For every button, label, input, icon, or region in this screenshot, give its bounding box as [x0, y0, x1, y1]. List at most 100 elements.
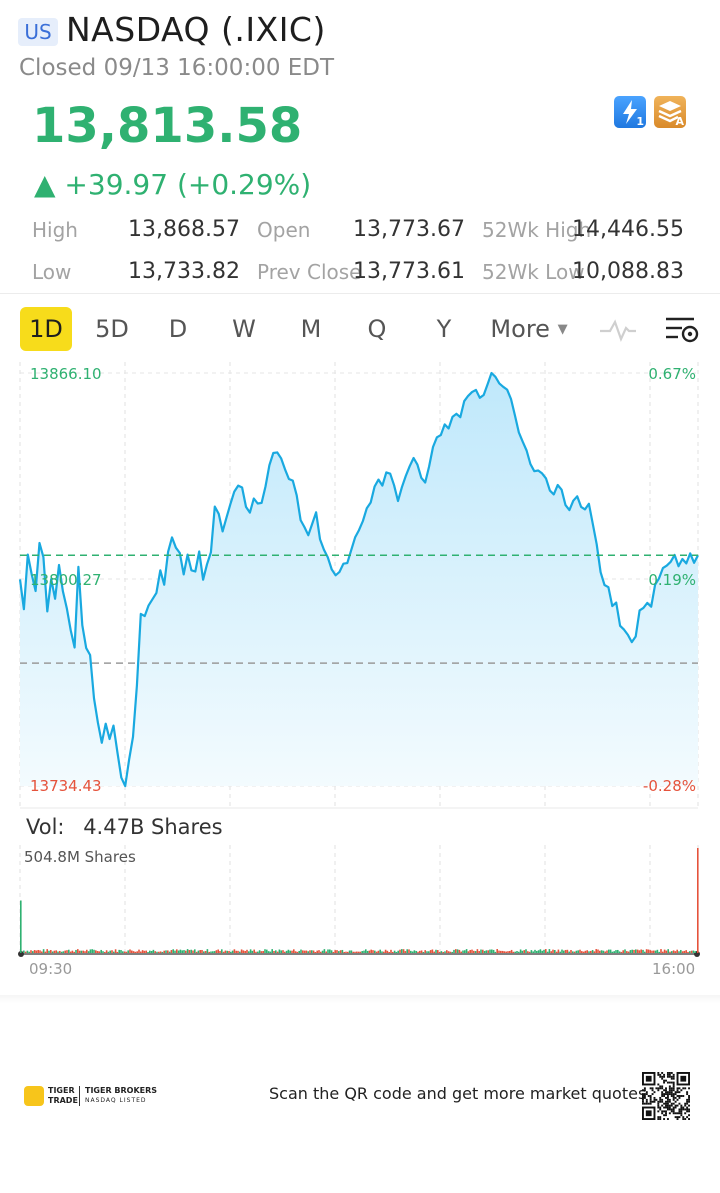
- tab-q[interactable]: Q: [367, 315, 387, 343]
- volume-bar: [240, 949, 243, 953]
- volume-bar: [87, 951, 90, 953]
- volume-bar: [159, 951, 162, 953]
- volume-bar: [150, 950, 153, 953]
- qr-module: [661, 1077, 664, 1080]
- qr-module: [659, 1118, 662, 1120]
- layers-icon[interactable]: A: [654, 96, 686, 128]
- volume-bar: [93, 949, 95, 953]
- qr-module: [666, 1118, 669, 1120]
- brand-separator: [79, 1086, 80, 1106]
- volume-bar: [356, 951, 358, 953]
- qr-module: [665, 1089, 667, 1092]
- volume-bar: [608, 949, 610, 953]
- qr-module: [666, 1096, 669, 1099]
- volume-bar: [516, 951, 518, 953]
- time-start-label: 09:30: [29, 960, 73, 978]
- volume-bar: [197, 950, 200, 953]
- qr-module: [668, 1087, 671, 1090]
- tab-more[interactable]: More ▼: [486, 307, 572, 351]
- volume-bar: [212, 951, 214, 953]
- qr-code-icon: [642, 1072, 690, 1120]
- volume-bar: [525, 949, 527, 953]
- volume-bar: [375, 951, 378, 953]
- qr-module: [647, 1095, 650, 1097]
- tab-y[interactable]: Y: [436, 315, 452, 343]
- qr-module: [672, 1098, 675, 1101]
- qr-module: [666, 1102, 669, 1105]
- qr-module: [655, 1098, 658, 1101]
- qr-module: [672, 1093, 675, 1096]
- tab-d[interactable]: D: [168, 315, 188, 343]
- volume-bar: [438, 951, 441, 953]
- volume-bar: [611, 951, 614, 953]
- qr-module: [684, 1102, 687, 1105]
- volume-chart[interactable]: [0, 840, 720, 965]
- volume-bar: [602, 950, 605, 953]
- volume-bar: [374, 950, 376, 953]
- qr-finder: [645, 1075, 652, 1082]
- volume-bar: [105, 950, 108, 953]
- volume-bar: [316, 950, 318, 953]
- volume-bar: [456, 949, 459, 953]
- volume-bar: [474, 951, 477, 953]
- volume-bar: [410, 950, 412, 953]
- volume-bar: [249, 949, 252, 953]
- volume-bar: [154, 951, 156, 953]
- qr-module: [668, 1106, 671, 1109]
- volume-bar: [671, 951, 673, 953]
- volume-bar: [591, 950, 594, 953]
- volume-bar: [132, 951, 135, 953]
- volume-bar: [253, 949, 255, 953]
- volume-bar: [667, 949, 669, 953]
- volume-bar: [415, 950, 417, 953]
- volume-bar: [631, 949, 633, 953]
- qr-module: [680, 1108, 683, 1111]
- indicator-icon[interactable]: [598, 315, 638, 345]
- volume-bar: [210, 951, 212, 953]
- qr-module: [659, 1075, 662, 1078]
- volume-bar: [449, 951, 452, 953]
- volume-bar: [39, 950, 41, 953]
- volume-bar: [467, 951, 470, 953]
- tab-5d[interactable]: 5D: [95, 315, 129, 343]
- volume-bar: [158, 951, 160, 953]
- qr-module: [688, 1114, 690, 1117]
- qr-module: [645, 1093, 648, 1096]
- qr-module: [666, 1091, 669, 1094]
- tab-w[interactable]: W: [232, 315, 256, 343]
- stat-value-prev-close: 13,773.61: [353, 259, 465, 284]
- volume-bar: [437, 950, 439, 953]
- volume-bar: [498, 950, 500, 953]
- volume-bar: [687, 951, 689, 953]
- qr-module: [665, 1096, 667, 1099]
- volume-bar: [615, 950, 617, 953]
- volume-bar: [570, 949, 572, 953]
- volume-bar: [512, 951, 515, 953]
- lightning-icon[interactable]: 1: [614, 96, 646, 128]
- volume-bar: [255, 951, 257, 953]
- volume-bar: [559, 951, 561, 953]
- volume-bar: [177, 950, 180, 953]
- volume-bar: [64, 950, 66, 953]
- qr-module: [682, 1118, 685, 1120]
- tab-1d[interactable]: 1D: [20, 307, 72, 351]
- qr-module: [665, 1087, 667, 1090]
- volume-bar: [397, 950, 399, 953]
- qr-module: [659, 1073, 662, 1076]
- qr-module: [680, 1089, 683, 1092]
- y-axis-mid-label: 13800.27: [30, 571, 102, 589]
- tab-m[interactable]: M: [300, 315, 322, 343]
- qr-module: [642, 1096, 644, 1099]
- volume-bar: [262, 951, 264, 953]
- chart-settings-icon[interactable]: [662, 315, 702, 345]
- qr-module: [686, 1116, 689, 1119]
- volume-bar: [368, 950, 371, 953]
- volume-bar: [98, 951, 101, 953]
- pct-axis-high-label: 0.67%: [648, 365, 696, 383]
- qr-module: [645, 1100, 648, 1103]
- qr-module: [670, 1093, 673, 1096]
- qr-module: [657, 1104, 660, 1107]
- intraday-price-chart[interactable]: 13866.10 13800.27 13734.43 0.67% 0.19% -…: [0, 362, 720, 812]
- volume-bar: [282, 950, 284, 953]
- volume-bar: [518, 951, 520, 953]
